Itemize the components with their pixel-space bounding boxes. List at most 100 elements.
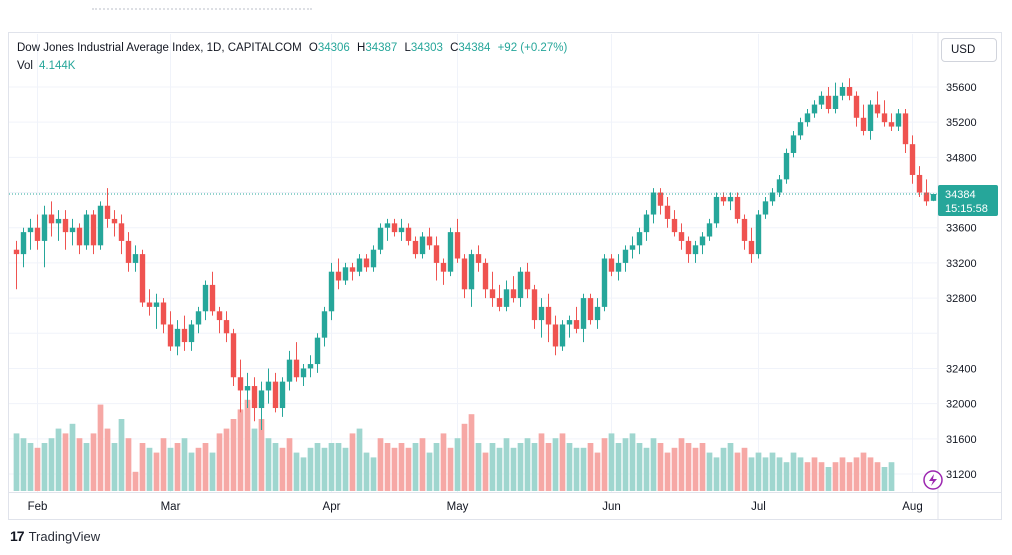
- candle-body: [356, 258, 363, 272]
- volume-bar: [62, 433, 69, 491]
- volume-bar: [13, 433, 20, 491]
- volume-bar: [433, 443, 440, 491]
- symbol-title[interactable]: Dow Jones Industrial Average Index, 1D, …: [17, 42, 302, 54]
- candle-body: [230, 333, 237, 378]
- candle-body: [188, 324, 195, 343]
- candle-body: [622, 249, 629, 263]
- volume-bar: [111, 443, 118, 491]
- candle-body: [503, 289, 510, 307]
- candle-body: [370, 249, 377, 268]
- candle-body: [790, 135, 797, 153]
- volume-bar: [272, 443, 279, 491]
- candle-body: [909, 144, 916, 175]
- volume-bar: [174, 443, 181, 491]
- volume-bar: [769, 452, 776, 491]
- candle-body: [699, 236, 706, 246]
- volume-bar: [587, 443, 594, 491]
- candle-body: [755, 214, 762, 255]
- price-tick-label: 32400: [946, 363, 977, 375]
- candle-body: [825, 95, 832, 109]
- volume-bar: [342, 447, 349, 491]
- candle-body: [41, 214, 48, 241]
- candle-body: [734, 196, 741, 219]
- volume-bar: [132, 471, 139, 491]
- volume-bar: [608, 433, 615, 491]
- volume-bar: [104, 428, 111, 491]
- volume-bar: [475, 443, 482, 491]
- volume-bar: [405, 447, 412, 491]
- volume-bar: [167, 447, 174, 491]
- candle-body: [601, 258, 608, 307]
- candle-body: [559, 324, 566, 347]
- candle-body: [692, 245, 699, 255]
- volume-bar: [699, 443, 706, 491]
- candle-body: [62, 218, 69, 233]
- volume-bar: [230, 419, 237, 491]
- volume-bar: [97, 404, 104, 491]
- candle-body: [272, 381, 279, 409]
- volume-bar: [650, 438, 657, 491]
- candle-body: [293, 359, 300, 378]
- volume-bar: [69, 423, 76, 491]
- candle-body: [237, 377, 244, 391]
- volume-bar: [209, 452, 216, 491]
- candle-body: [832, 95, 839, 109]
- time-tick-label: Apr: [323, 501, 341, 513]
- volume-bar: [328, 443, 335, 491]
- candle-body: [244, 386, 251, 391]
- volume-bar: [545, 443, 552, 491]
- candle-body: [804, 113, 811, 123]
- candle-body: [398, 227, 405, 233]
- cropped-toolbar: [0, 0, 1012, 30]
- candle-body: [146, 302, 153, 307]
- volume-bar: [825, 467, 832, 491]
- change-value: +92 (+0.27%): [497, 42, 568, 54]
- volume-bar: [440, 433, 447, 491]
- volume-bar: [384, 443, 391, 491]
- candle-body: [440, 262, 447, 272]
- candle-body: [97, 205, 104, 246]
- volume-bar: [181, 438, 188, 491]
- candle-body: [377, 227, 384, 250]
- candle-body: [328, 271, 335, 312]
- candle-body: [251, 386, 258, 409]
- volume-bar: [636, 443, 643, 491]
- candle-body: [468, 254, 475, 290]
- volume-bar: [888, 462, 895, 491]
- candle-body: [902, 113, 909, 145]
- candle-body: [258, 390, 265, 409]
- currency-button[interactable]: USD: [941, 38, 997, 62]
- series-legend: Dow Jones Industrial Average Index, 1D, …: [17, 40, 567, 56]
- candle-body: [202, 284, 209, 312]
- candle-body: [867, 104, 874, 131]
- candle-body: [643, 214, 650, 233]
- volume-bar: [762, 457, 769, 491]
- candle-body: [594, 306, 601, 321]
- volume-bar: [223, 428, 230, 491]
- volume-bar: [125, 438, 132, 491]
- candle-body: [538, 306, 545, 321]
- volume-bar: [776, 457, 783, 491]
- volume-bar: [881, 467, 888, 491]
- candle-body: [895, 113, 902, 127]
- volume-bar: [258, 419, 265, 491]
- volume-bar: [251, 428, 258, 491]
- volume-bar: [741, 447, 748, 491]
- volume-bar: [818, 462, 825, 491]
- time-tick-label: Jun: [602, 501, 621, 513]
- tradingview-logo[interactable]: 17 TradingView: [10, 528, 100, 544]
- candle-body: [671, 218, 678, 233]
- candle-body: [524, 271, 531, 290]
- candle-body: [363, 258, 370, 268]
- volume-bar: [643, 447, 650, 491]
- volume-bar: [20, 438, 27, 491]
- tradingview-brand: TradingView: [28, 528, 101, 544]
- open-label: O: [308, 42, 318, 54]
- time-tick-label: Jul: [751, 501, 766, 513]
- candle-body: [69, 227, 76, 233]
- volume-bar: [482, 452, 489, 491]
- candle-body: [818, 95, 825, 105]
- candle-body: [55, 218, 62, 224]
- volume-label[interactable]: Vol: [17, 60, 33, 72]
